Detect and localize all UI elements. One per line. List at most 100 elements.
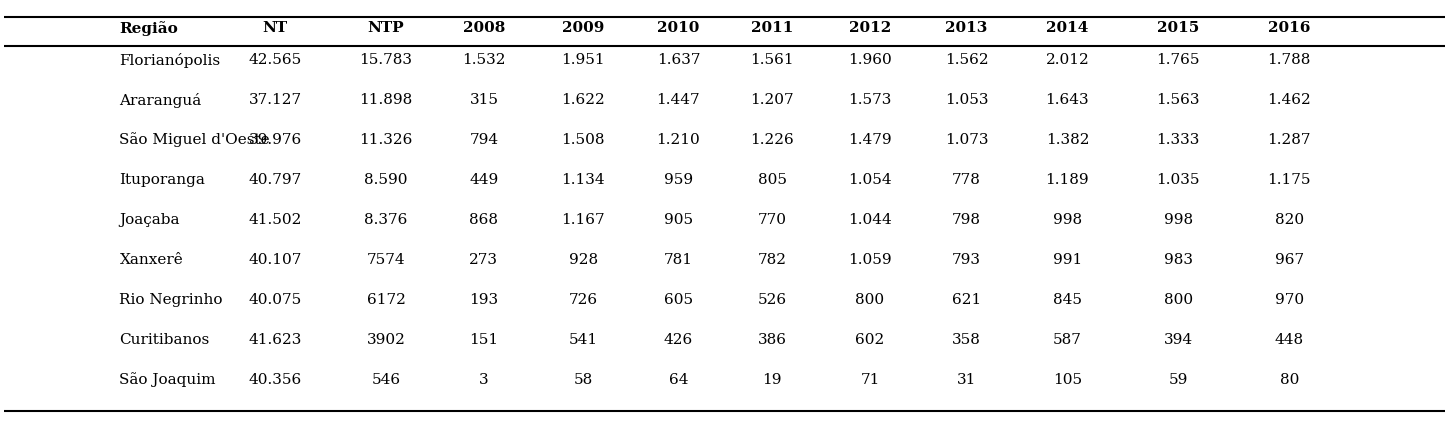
- Text: 845: 845: [1053, 293, 1082, 307]
- Text: 8.590: 8.590: [364, 173, 407, 187]
- Text: 1.226: 1.226: [751, 133, 794, 147]
- Text: 2014: 2014: [1046, 21, 1088, 35]
- Text: 40.356: 40.356: [248, 373, 301, 387]
- Text: Xanxerê: Xanxerê: [119, 253, 183, 267]
- Text: Ituporanga: Ituporanga: [119, 173, 206, 187]
- Text: 587: 587: [1053, 333, 1082, 347]
- Text: 1.207: 1.207: [751, 93, 794, 107]
- Text: São Miguel d'Oeste: São Miguel d'Oeste: [119, 133, 270, 148]
- Text: 315: 315: [469, 93, 498, 107]
- Text: 770: 770: [758, 213, 787, 227]
- Text: 449: 449: [469, 173, 498, 187]
- Text: 1.643: 1.643: [1046, 93, 1090, 107]
- Text: 193: 193: [469, 293, 498, 307]
- Text: 273: 273: [469, 253, 498, 267]
- Text: 42.565: 42.565: [248, 53, 301, 67]
- Text: 40.797: 40.797: [248, 173, 301, 187]
- Text: 1.622: 1.622: [561, 93, 606, 107]
- Text: 2012: 2012: [849, 21, 891, 35]
- Text: 1.960: 1.960: [848, 53, 893, 67]
- Text: 31: 31: [956, 373, 977, 387]
- Text: 800: 800: [1164, 293, 1193, 307]
- Text: 2010: 2010: [658, 21, 700, 35]
- Text: 778: 778: [952, 173, 981, 187]
- Text: 19: 19: [762, 373, 782, 387]
- Text: 1.189: 1.189: [1046, 173, 1090, 187]
- Text: 394: 394: [1164, 333, 1193, 347]
- Text: São Joaquim: São Joaquim: [119, 372, 216, 387]
- Text: 1.508: 1.508: [562, 133, 606, 147]
- Text: 820: 820: [1275, 213, 1304, 227]
- Text: 1.035: 1.035: [1156, 173, 1200, 187]
- Text: 1.563: 1.563: [1156, 93, 1200, 107]
- Text: 1.044: 1.044: [848, 213, 893, 227]
- Text: 726: 726: [569, 293, 598, 307]
- Text: 1.462: 1.462: [1268, 93, 1311, 107]
- Text: 967: 967: [1275, 253, 1304, 267]
- Text: 805: 805: [758, 173, 787, 187]
- Text: 2016: 2016: [1268, 21, 1310, 35]
- Text: 1.053: 1.053: [945, 93, 988, 107]
- Text: 781: 781: [664, 253, 693, 267]
- Text: 40.075: 40.075: [248, 293, 301, 307]
- Text: 8.376: 8.376: [364, 213, 407, 227]
- Text: 3902: 3902: [367, 333, 406, 347]
- Text: 358: 358: [952, 333, 981, 347]
- Text: 37.127: 37.127: [248, 93, 301, 107]
- Text: 793: 793: [952, 253, 981, 267]
- Text: 998: 998: [1053, 213, 1082, 227]
- Text: 1.054: 1.054: [848, 173, 891, 187]
- Text: 959: 959: [664, 173, 693, 187]
- Text: 105: 105: [1053, 373, 1082, 387]
- Text: 991: 991: [1053, 253, 1082, 267]
- Text: 151: 151: [469, 333, 498, 347]
- Text: Região: Região: [119, 21, 178, 36]
- Text: 386: 386: [758, 333, 787, 347]
- Text: 928: 928: [569, 253, 598, 267]
- Text: 1.210: 1.210: [656, 133, 700, 147]
- Text: 1.573: 1.573: [848, 93, 891, 107]
- Text: 800: 800: [855, 293, 884, 307]
- Text: 602: 602: [855, 333, 885, 347]
- Text: 2008: 2008: [462, 21, 506, 35]
- Text: 11.326: 11.326: [359, 133, 413, 147]
- Text: 64: 64: [668, 373, 688, 387]
- Text: 2009: 2009: [562, 21, 604, 35]
- Text: 7574: 7574: [367, 253, 406, 267]
- Text: 1.073: 1.073: [945, 133, 988, 147]
- Text: 1.788: 1.788: [1268, 53, 1311, 67]
- Text: 541: 541: [569, 333, 598, 347]
- Text: 526: 526: [758, 293, 787, 307]
- Text: 58: 58: [574, 373, 593, 387]
- Text: 1.479: 1.479: [848, 133, 891, 147]
- Text: 2015: 2015: [1158, 21, 1200, 35]
- Text: 1.382: 1.382: [1046, 133, 1090, 147]
- Text: 782: 782: [758, 253, 787, 267]
- Text: 998: 998: [1164, 213, 1193, 227]
- Text: 426: 426: [664, 333, 693, 347]
- Text: 15.783: 15.783: [359, 53, 413, 67]
- Text: 1.134: 1.134: [562, 173, 606, 187]
- Text: 798: 798: [952, 213, 981, 227]
- Text: NT: NT: [262, 21, 287, 35]
- Text: 1.447: 1.447: [656, 93, 700, 107]
- Text: 80: 80: [1279, 373, 1298, 387]
- Text: 1.532: 1.532: [462, 53, 506, 67]
- Text: 983: 983: [1164, 253, 1193, 267]
- Text: 1.287: 1.287: [1268, 133, 1311, 147]
- Text: 1.333: 1.333: [1156, 133, 1200, 147]
- Text: 1.951: 1.951: [562, 53, 606, 67]
- Text: 1.059: 1.059: [848, 253, 891, 267]
- Text: 1.561: 1.561: [751, 53, 794, 67]
- Text: 1.175: 1.175: [1268, 173, 1311, 187]
- Text: 905: 905: [664, 213, 693, 227]
- Text: NTP: NTP: [368, 21, 404, 35]
- Text: 41.623: 41.623: [248, 333, 301, 347]
- Text: 3: 3: [480, 373, 488, 387]
- Text: 2011: 2011: [751, 21, 793, 35]
- Text: 448: 448: [1275, 333, 1304, 347]
- Text: 546: 546: [371, 373, 400, 387]
- Text: 11.898: 11.898: [359, 93, 413, 107]
- Text: 71: 71: [861, 373, 880, 387]
- Text: Florianópolis: Florianópolis: [119, 53, 220, 68]
